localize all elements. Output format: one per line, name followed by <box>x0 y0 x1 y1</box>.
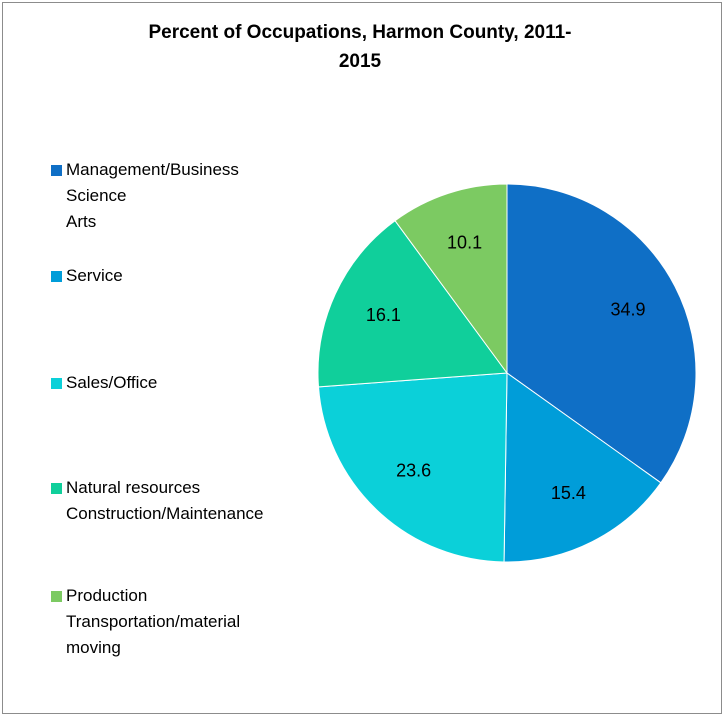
pie-slice <box>317 220 508 388</box>
data-label: 23.6 <box>396 461 431 481</box>
data-label: 15.4 <box>551 483 586 503</box>
legend-key <box>51 378 62 389</box>
legend-key <box>51 271 62 282</box>
pie-slice <box>394 183 508 375</box>
data-label: 16.1 <box>366 305 401 325</box>
legend-label: Production Transportation/material movin… <box>66 586 241 657</box>
pie-slice <box>317 372 508 563</box>
legend-label: Management/Business Science Arts <box>66 160 239 231</box>
data-label: 34.9 <box>610 299 645 319</box>
legend-key <box>51 483 62 494</box>
legend-key <box>51 591 62 602</box>
legend-label: Natural resources Construction/Maintenan… <box>66 478 264 523</box>
legend-label: Sales/Office <box>66 373 158 392</box>
pie-slice <box>503 372 662 563</box>
legend-key <box>51 165 62 176</box>
chart-frame <box>2 2 722 714</box>
data-label: 10.1 <box>447 232 482 252</box>
legend-label: Service <box>66 266 123 285</box>
chart-title: Percent of Occupations, Harmon County, 2… <box>148 22 572 72</box>
pie-slice <box>506 183 697 484</box>
